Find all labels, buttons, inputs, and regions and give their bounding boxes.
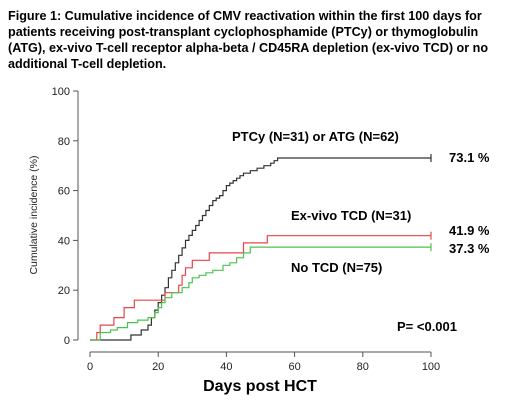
series-line-ptcy-atg [90,157,431,341]
series-end-label-no-tcd: 37.3 % [449,241,490,256]
x-tick-label: 40 [220,361,232,373]
y-tick-label: 20 [58,285,70,297]
series-name-label-exvivo-tcd: Ex-vivo TCD (N=31) [291,208,411,223]
figure-caption: Figure 1: Cumulative incidence of CMV re… [8,9,489,71]
series-end-label-ptcy-atg: 73.1 % [449,150,490,165]
x-axis-title: Days post HCT [203,378,317,395]
y-tick-label: 100 [52,86,70,98]
y-axis-title: Cumulative incidence (%) [28,155,40,274]
x-tick-label: 80 [357,361,369,373]
x-tick-label: 100 [422,361,440,373]
series-labels: PTCy (N=31) or ATG (N=62) 73.1 % Ex-vivo T… [232,129,490,275]
y-tick-label: 60 [58,186,70,198]
x-tick-label: 60 [288,361,300,373]
y-tick-label: 40 [58,235,70,247]
series-end-label-exvivo-tcd: 41.9 % [449,223,490,238]
x-tick-label: 0 [87,361,93,373]
y-tick-label: 0 [64,335,70,347]
series-name-label-ptcy-atg: PTCy (N=31) or ATG (N=62) [232,129,399,144]
x-tick-label: 20 [152,361,164,373]
p-value-annotation: P= <0.001 [397,319,457,334]
series-layer [90,153,432,341]
y-tick-label: 80 [58,136,70,148]
chart-axes: 0 20 40 60 80 100 0 20 40 60 80 100 [52,86,441,373]
series-line-no-tcd [90,246,431,341]
series-line-exvivo-tcd [90,235,431,341]
series-name-label-no-tcd: No TCD (N=75) [291,260,382,275]
